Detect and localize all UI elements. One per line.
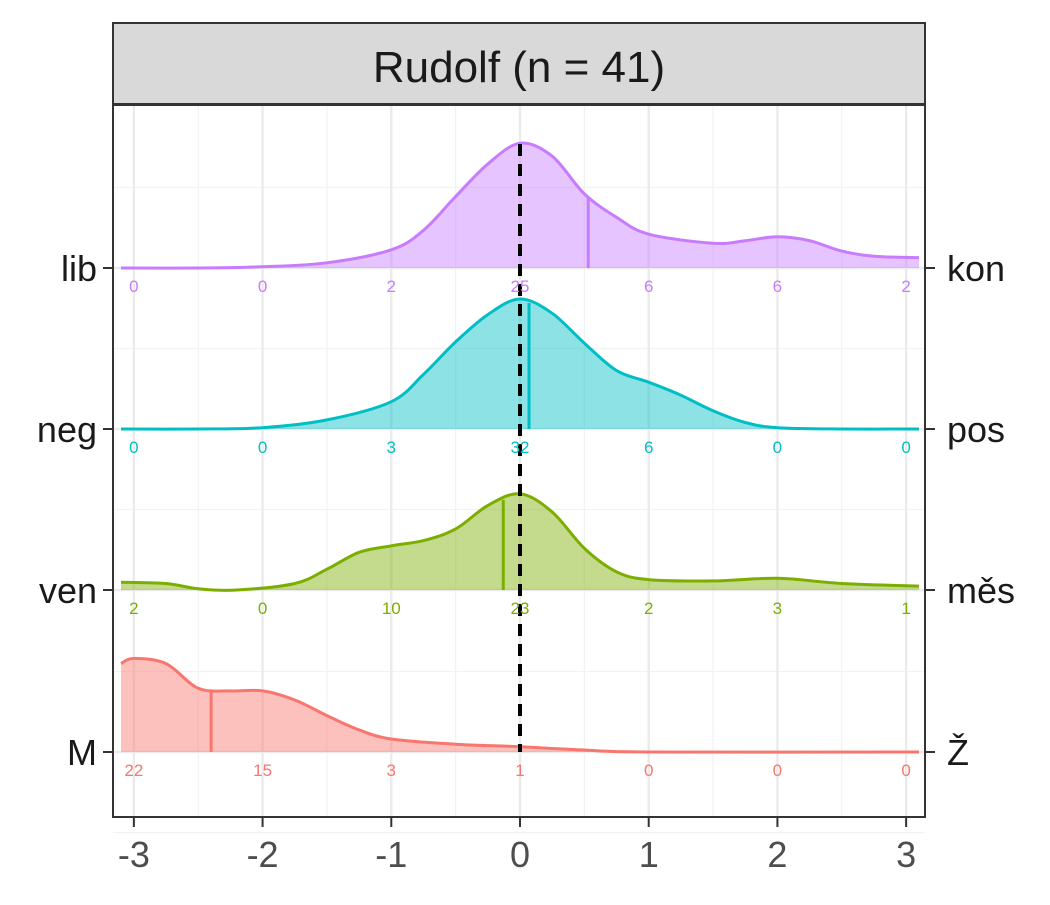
x-axis-tick-label: 0: [510, 834, 530, 875]
ridge-line: [120, 656, 920, 754]
count-label: 1: [901, 599, 910, 618]
facet-strip: Rudolf (n = 41): [112, 22, 926, 105]
count-label: 10: [382, 599, 401, 618]
count-label: 2: [901, 277, 910, 296]
left-category-label: lib: [61, 248, 97, 289]
count-label: 6: [644, 277, 653, 296]
count-label: 22: [124, 761, 143, 780]
count-label: 32: [511, 438, 530, 457]
count-label: 6: [644, 438, 653, 457]
x-axis-tick-label: 3: [896, 834, 916, 875]
right-category-label: Ž: [947, 732, 969, 773]
count-label: 2: [387, 277, 396, 296]
ridge-area: [121, 658, 919, 753]
right-category-label: pos: [947, 409, 1005, 450]
count-label: 6: [773, 277, 782, 296]
ridge-ven-měs: [120, 492, 920, 592]
ridge-line: [120, 297, 920, 431]
count-label: 3: [387, 761, 396, 780]
count-label: 0: [773, 438, 782, 457]
right-category-label: kon: [947, 248, 1005, 289]
count-label: 0: [129, 277, 138, 296]
count-label: 0: [773, 761, 782, 780]
x-axis-tick-label: 2: [767, 834, 787, 875]
count-label: 23: [511, 599, 530, 618]
ridge-M-Ž: [120, 656, 920, 754]
count-label: 15: [253, 761, 272, 780]
count-label: 0: [258, 438, 267, 457]
ridge-line: [120, 141, 920, 270]
x-axis-tick-label: -2: [247, 834, 279, 875]
count-label: 3: [773, 599, 782, 618]
count-label: 3: [387, 438, 396, 457]
facet-strip-background: [112, 22, 926, 105]
count-label: 0: [258, 277, 267, 296]
facet-title: Rudolf (n = 41): [373, 43, 665, 92]
count-label: 1: [515, 761, 524, 780]
ridge-area: [121, 493, 919, 591]
left-category-label: M: [67, 732, 97, 773]
count-label: 0: [644, 761, 653, 780]
count-label: 0: [901, 438, 910, 457]
count-label: 2: [644, 599, 653, 618]
x-axis-tick-label: -1: [375, 834, 407, 875]
right-category-label: měs: [947, 570, 1015, 611]
count-label: 0: [901, 761, 910, 780]
count-label: 0: [129, 438, 138, 457]
left-category-label: ven: [39, 570, 97, 611]
ridge-line: [120, 492, 920, 592]
count-label: 0: [258, 599, 267, 618]
left-category-label: neg: [37, 409, 97, 450]
count-label: 2: [129, 599, 138, 618]
count-label: 25: [511, 277, 530, 296]
x-axis-tick-label: -3: [118, 834, 150, 875]
x-axis-tick-label: 1: [639, 834, 659, 875]
